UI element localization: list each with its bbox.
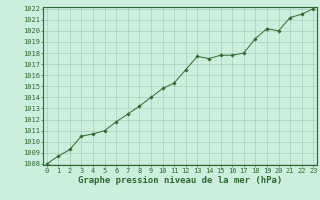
X-axis label: Graphe pression niveau de la mer (hPa): Graphe pression niveau de la mer (hPa)	[78, 176, 282, 185]
